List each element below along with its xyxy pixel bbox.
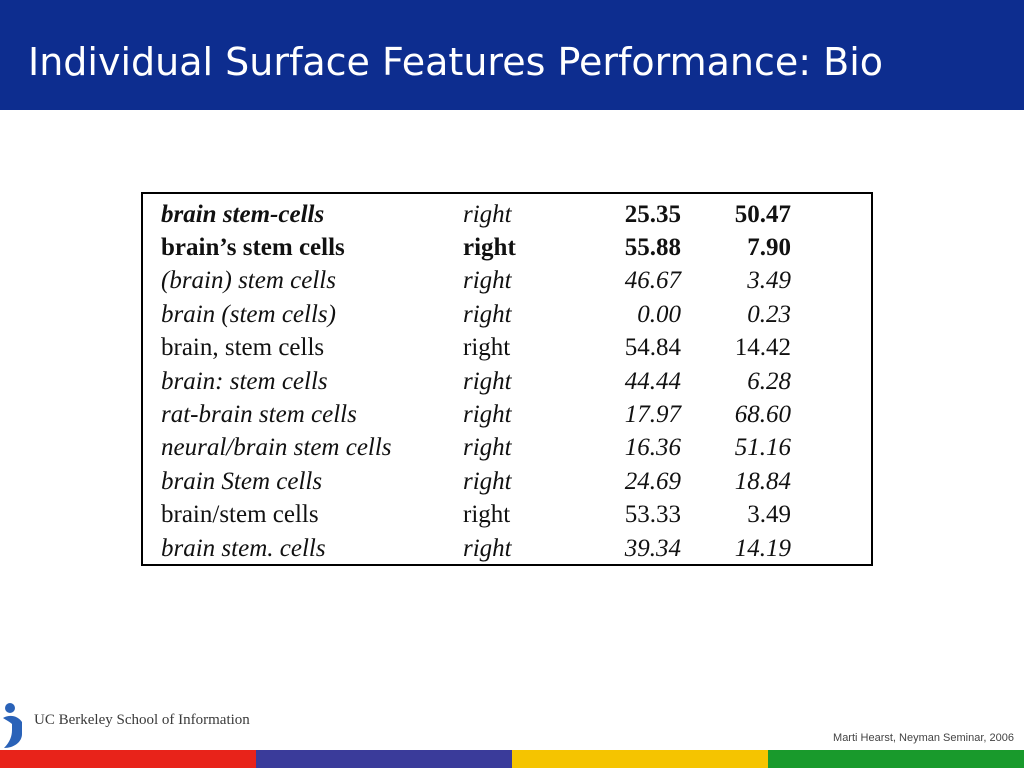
table-row: brain: stem cells right 44.44 6.28 <box>161 365 791 398</box>
term-cell: brain/stem cells <box>161 501 319 529</box>
berkeley-i-icon <box>3 703 22 748</box>
table-row: brain, stem cells right 54.84 14.42 <box>161 332 791 365</box>
direction-cell: right <box>463 401 512 429</box>
value2-cell: 68.60 <box>734 401 791 429</box>
color-strip <box>0 750 1024 768</box>
term-cell: brain Stem cells <box>161 467 323 495</box>
color-strip-segment <box>768 750 1024 768</box>
value1-cell: 16.36 <box>624 434 681 462</box>
direction-cell: right <box>463 434 512 462</box>
term-cell: brain’s stem cells <box>161 234 345 262</box>
term-cell: brain: stem cells <box>161 367 328 395</box>
value1-cell: 54.84 <box>624 334 681 362</box>
value1-cell: 39.34 <box>624 534 681 562</box>
value2-cell: 50.47 <box>734 200 791 228</box>
school-logo: UC Berkeley School of Information <box>0 700 260 750</box>
value1-cell: 53.33 <box>624 501 681 529</box>
value2-cell: 6.28 <box>747 367 791 395</box>
value2-cell: 3.49 <box>747 267 791 295</box>
value1-cell: 44.44 <box>624 367 681 395</box>
results-table-frame: brain stem-cells right 25.35 50.47 brain’s s… <box>141 192 873 566</box>
table-row: brain/stem cells right 53.33 3.49 <box>161 499 791 532</box>
value2-cell: 51.16 <box>734 434 791 462</box>
color-strip-segment <box>512 750 768 768</box>
direction-cell: right <box>463 367 512 395</box>
value2-cell: 14.42 <box>734 334 791 362</box>
term-cell: rat-brain stem cells <box>161 401 357 429</box>
value2-cell: 0.23 <box>747 300 791 328</box>
term-cell: brain stem-cells <box>161 200 325 228</box>
table-row: (brain) stem cells right 46.67 3.49 <box>161 265 791 298</box>
value1-cell: 46.67 <box>624 267 681 295</box>
direction-cell: right <box>463 200 512 228</box>
table-row: rat-brain stem cells right 17.97 68.60 <box>161 398 791 431</box>
direction-cell: right <box>463 534 512 562</box>
value1-cell: 0.00 <box>637 300 681 328</box>
value1-cell: 24.69 <box>624 467 681 495</box>
term-cell: brain, stem cells <box>161 334 325 362</box>
value1-cell: 17.97 <box>624 401 681 429</box>
title-bar: Individual Surface Features Performance:… <box>0 0 1024 110</box>
direction-cell: right <box>463 234 516 262</box>
value2-cell: 18.84 <box>734 467 791 495</box>
term-cell: (brain) stem cells <box>161 267 336 295</box>
value1-cell: 55.88 <box>624 234 681 262</box>
direction-cell: right <box>463 267 512 295</box>
table-row: neural/brain stem cells right 16.36 51.16 <box>161 432 791 465</box>
direction-cell: right <box>463 501 511 529</box>
term-cell: brain (stem cells) <box>161 300 336 328</box>
table-row: brain Stem cells right 24.69 18.84 <box>161 465 791 498</box>
slide-title: Individual Surface Features Performance:… <box>28 40 884 84</box>
color-strip-segment <box>0 750 256 768</box>
direction-cell: right <box>463 467 512 495</box>
direction-cell: right <box>463 300 512 328</box>
value2-cell: 7.90 <box>747 234 791 262</box>
term-cell: neural/brain stem cells <box>161 434 392 462</box>
value2-cell: 3.49 <box>747 501 791 529</box>
table-row: brain (stem cells) right 0.00 0.23 <box>161 298 791 331</box>
logo-text: UC Berkeley School of Information <box>34 712 250 728</box>
value1-cell: 25.35 <box>624 200 681 228</box>
table-row: brain’s stem cells right 55.88 7.90 <box>161 231 791 264</box>
slide-credit: Marti Hearst, Neyman Seminar, 2006 <box>833 732 1014 744</box>
table-row: brain stem-cells right 25.35 50.47 <box>161 198 791 231</box>
value2-cell: 14.19 <box>734 534 791 562</box>
results-table: brain stem-cells right 25.35 50.47 brain’s s… <box>161 198 791 565</box>
direction-cell: right <box>463 334 511 362</box>
color-strip-segment <box>256 750 512 768</box>
term-cell: brain stem. cells <box>161 534 326 562</box>
table-row: brain stem. cells right 39.34 14.19 <box>161 532 791 565</box>
